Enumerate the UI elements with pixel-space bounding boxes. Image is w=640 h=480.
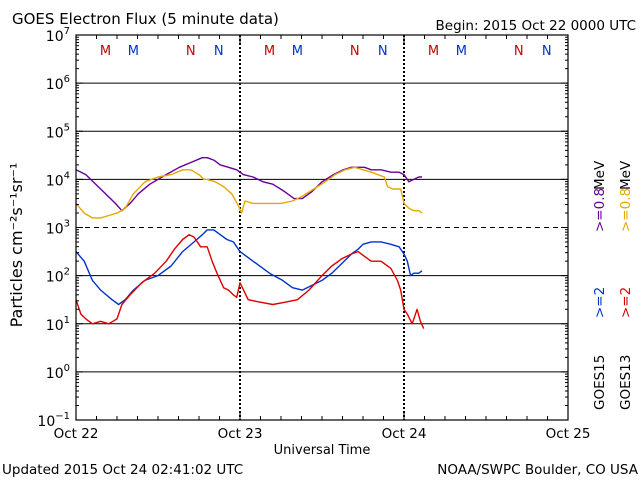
legend-goes15-2mev: >=2	[592, 287, 608, 318]
series-line-goes13-2-mev	[75, 233, 425, 329]
y-tick-label-1e2: 102	[46, 267, 70, 286]
mn-marker-m-5: M	[292, 44, 303, 59]
mn-marker-n-2: N	[186, 44, 196, 59]
legend-goes13-label: GOES13	[618, 355, 634, 410]
legend-goes15-unit: MeV	[592, 160, 608, 190]
series-line-goes13-0-8-mev	[75, 166, 423, 219]
mn-marker-n-10: N	[514, 44, 524, 59]
legend-goes13-08mev: >=0.8	[618, 188, 634, 232]
x-axis-label: Universal Time	[274, 443, 371, 458]
y-tick-label-1e4: 104	[46, 170, 70, 189]
y-tick-label-1e7: 107	[46, 26, 70, 45]
legend-goes13-unit: MeV	[618, 160, 634, 190]
chart-title: GOES Electron Flux (5 minute data)	[12, 10, 279, 28]
series-layer	[75, 156, 425, 329]
y-tick-label-1e1: 101	[46, 315, 70, 334]
mn-marker-m-1: M	[128, 44, 139, 59]
mn-marker-m-0: M	[100, 44, 111, 59]
begin-date-label: Begin: 2015 Oct 22 0000 UTC	[436, 18, 636, 34]
legend-goes13-2mev: >=2	[618, 287, 634, 318]
y-tick-label-1e-1: 10−1	[37, 411, 70, 430]
y-tick-label-1e5: 105	[46, 122, 70, 141]
x-axis-ticks: Oct 22 Oct 23 Oct 24 Oct 25	[54, 35, 591, 442]
x-tick-label-day-0: Oct 22	[54, 426, 99, 442]
x-tick-label-day-3: Oct 25	[546, 426, 591, 442]
y-tick-label-1e0: 100	[46, 363, 70, 382]
y-axis-ticks: 10−1 100 101 102 103 104 105 106 107	[37, 26, 568, 430]
series-line-goes15-0-8-mev	[75, 156, 422, 212]
mn-marker-n-3: N	[214, 44, 224, 59]
y-tick-label-1e3: 103	[46, 219, 70, 238]
x-tick-label-day-1: Oct 23	[218, 426, 263, 442]
updated-timestamp: Updated 2015 Oct 24 02:41:02 UTC	[2, 462, 243, 478]
mn-marker-m-4: M	[264, 44, 275, 59]
mn-marker-n-7: N	[378, 44, 388, 59]
x-tick-label-day-2: Oct 24	[382, 426, 427, 442]
series-line-goes15-2-mev	[75, 229, 423, 306]
y-axis-label: Particles cm⁻²s⁻¹sr⁻¹	[7, 163, 26, 328]
mn-marker-n-6: N	[350, 44, 360, 59]
credit-label: NOAA/SWPC Boulder, CO USA	[437, 462, 639, 478]
legend-goes15-08mev: >=0.8	[592, 188, 608, 232]
mn-marker-n-11: N	[542, 44, 552, 59]
legend: GOES15 GOES13 >=2 >=2 >=0.8 >=0.8 MeV Me…	[592, 160, 634, 410]
y-tick-label-1e6: 106	[46, 74, 70, 93]
mn-marker-m-8: M	[428, 44, 439, 59]
mn-marker-m-9: M	[456, 44, 467, 59]
legend-goes15-label: GOES15	[592, 355, 608, 410]
